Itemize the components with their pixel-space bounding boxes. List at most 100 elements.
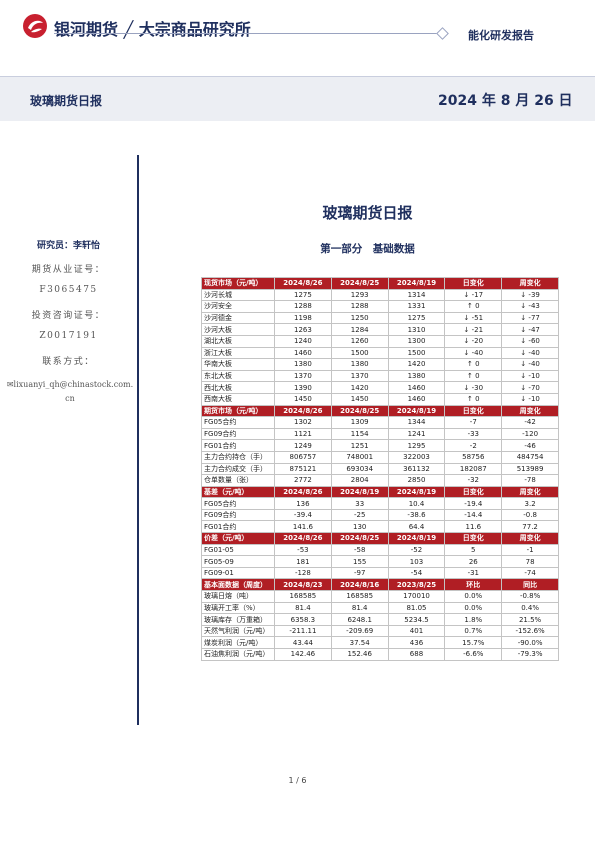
table-cell: 58756 <box>444 450 503 464</box>
table-cell: 5 <box>444 543 503 557</box>
table-cell: 77.2 <box>501 520 559 534</box>
table-cell: 3.2 <box>501 497 559 510</box>
table-cell: 168585 <box>274 590 332 603</box>
table-cell: 1275 <box>274 288 332 302</box>
table-cell: ↓ -21 <box>444 323 503 336</box>
table-cell: 1460 <box>274 346 332 360</box>
table-cell: 0.0% <box>444 590 503 603</box>
section-subtitle: 第一部分 基础数据 <box>320 243 415 255</box>
table-cell: 10.4 <box>387 497 446 510</box>
table-cell: ↓ -20 <box>444 334 503 348</box>
data-table: 现货市场（元/吨） 2024/8/26 2024/8/25 2024/8/19 日变化周… <box>201 277 559 661</box>
table-cell: -6.6% <box>444 648 503 661</box>
table-cell: -33 <box>444 427 503 441</box>
page-number: 1 / 6 <box>288 776 307 785</box>
email-contact[interactable]: ✉lixuanyi_qh@chinastock.com.cn <box>6 378 134 406</box>
table-cell: 182087 <box>444 462 503 476</box>
header-cell: 2024/8/19 <box>387 277 446 290</box>
table-cell: 1284 <box>330 323 389 336</box>
header-divider <box>54 33 442 34</box>
header-cell: 2024/8/26 <box>274 485 332 499</box>
table-cell: 436 <box>387 636 446 649</box>
table-cell: 513989 <box>501 462 559 476</box>
table-cell: 26 <box>444 555 503 568</box>
table-cell: 1309 <box>330 416 389 429</box>
diamond-icon <box>436 27 449 40</box>
table-cell: 1450 <box>274 392 332 406</box>
table-cell: -31 <box>444 566 503 580</box>
table-cell: 1154 <box>330 427 389 441</box>
table-cell: 130 <box>330 520 389 534</box>
row-label: 石油焦利润（元/吨） <box>201 648 275 661</box>
table-cell: -1 <box>501 543 559 557</box>
table-cell: ↓ -40 <box>444 346 503 360</box>
table-cell: 142.46 <box>274 648 332 661</box>
table-cell: 0.7% <box>444 624 503 638</box>
table-cell: 1370 <box>274 369 332 383</box>
table-cell: 1300 <box>387 334 446 348</box>
row-label: 玻璃库存（万重箱） <box>201 613 275 626</box>
table-cell: 1302 <box>274 416 332 429</box>
table-cell: 1198 <box>274 311 332 325</box>
researcher-name: 研究员：李轩怡 <box>36 241 100 251</box>
table-cell: -39.4 <box>274 508 332 522</box>
row-label: FG09合约 <box>201 427 275 441</box>
table-cell: -211.11 <box>274 624 332 638</box>
section-header-row: 现货市场（元/吨） 2024/8/26 2024/8/25 2024/8/19 日变化周… <box>201 277 559 290</box>
table-row: 玻璃日熔（吨） 168585 168585 170010 0.0% -0.8% <box>201 590 559 603</box>
table-row: FG05-09 181 155 103 26 78 <box>201 555 559 568</box>
section-header-row: 基差（元/吨） 2024/8/26 2024/8/19 2024/8/19 日变化 周变化 <box>201 485 559 499</box>
table-row: FG01-05 -53 -58 -52 5 -1 <box>201 543 559 557</box>
table-cell: 1380 <box>274 358 332 371</box>
row-label: 沙河大板 <box>201 323 275 336</box>
table-cell: 170010 <box>387 590 446 603</box>
table-cell: -120 <box>501 427 559 441</box>
table-cell: 322003 <box>387 450 446 464</box>
row-label: 主力合约持仓（手） <box>201 450 275 464</box>
table-row: 西南大板 1450 1450 1460 ↑ 0 ↓ -10 <box>201 392 559 406</box>
table-cell: -0.8% <box>501 590 559 603</box>
row-label: 华南大板 <box>201 358 275 371</box>
table-cell: 1500 <box>387 346 446 360</box>
table-cell: 401 <box>387 624 446 638</box>
table-cell: ↑ 0 <box>444 300 503 313</box>
table-row: 沙河长城 1275 1293 1314 ↓ -17 ↓ -39 <box>201 288 559 302</box>
header-cell: 2024/8/26 <box>274 404 332 418</box>
table-cell: 875121 <box>274 462 332 476</box>
email-address[interactable]: lixuanyi_qh@chinastock.com.cn <box>13 380 134 403</box>
band-title: 玻璃期货日报 <box>30 94 103 108</box>
row-label: 西南大板 <box>201 392 275 406</box>
table-cell: 33 <box>330 497 389 510</box>
table-cell: ↓ -17 <box>444 288 503 302</box>
table-cell: ↓ -40 <box>501 346 559 360</box>
cert-label: 期货从业证号： <box>31 265 106 275</box>
header-cell: 日变化 <box>444 485 503 499</box>
header-cell: 周变化 <box>501 485 559 499</box>
report-category: 能化研发报告 <box>468 29 534 42</box>
table-cell: 1121 <box>274 427 332 441</box>
row-label: FG05合约 <box>201 416 275 429</box>
table-cell: 748001 <box>330 450 389 464</box>
table-row: 西北大板 1390 1420 1460 ↓ -30 ↓ -70 <box>201 381 559 394</box>
table-cell: ↓ -10 <box>501 392 559 406</box>
table-row: 仓单数量（张） 2772 2804 2850 -32 -78 <box>201 474 559 487</box>
row-label: 沙河德金 <box>201 311 275 325</box>
table-row: FG09合约 -39.4 -25 -38.6 -14.4 -0.8 <box>201 508 559 522</box>
table-cell: -54 <box>387 566 446 580</box>
table-cell: 141.6 <box>274 520 332 534</box>
table-row: 主力合约成交（手） 875121 693034 361132 182087 513989 <box>201 462 559 476</box>
row-label: 玻璃开工率（%） <box>201 601 275 615</box>
table-row: FG01合约 141.6 130 64.4 11.6 77.2 <box>201 520 559 534</box>
table-row: 浙江大板 1460 1500 1500 ↓ -40 ↓ -40 <box>201 346 559 360</box>
table-cell: 1288 <box>330 300 389 313</box>
table-row: FG05合约 1302 1309 1344 -7 -42 <box>201 416 559 429</box>
table-row: 玻璃库存（万重箱） 6358.3 6248.1 5234.5 1.8% 21.5% <box>201 613 559 626</box>
row-label: 沙河长城 <box>201 288 275 302</box>
header-cell: 基差（元/吨） <box>201 485 275 499</box>
header-cell: 周变化 <box>501 277 559 290</box>
table-cell: 0.0% <box>444 601 503 615</box>
table-cell: 152.46 <box>330 648 389 661</box>
row-label: 玻璃日熔（吨） <box>201 590 275 603</box>
table-cell: -128 <box>274 566 332 580</box>
table-cell: 181 <box>274 555 332 568</box>
